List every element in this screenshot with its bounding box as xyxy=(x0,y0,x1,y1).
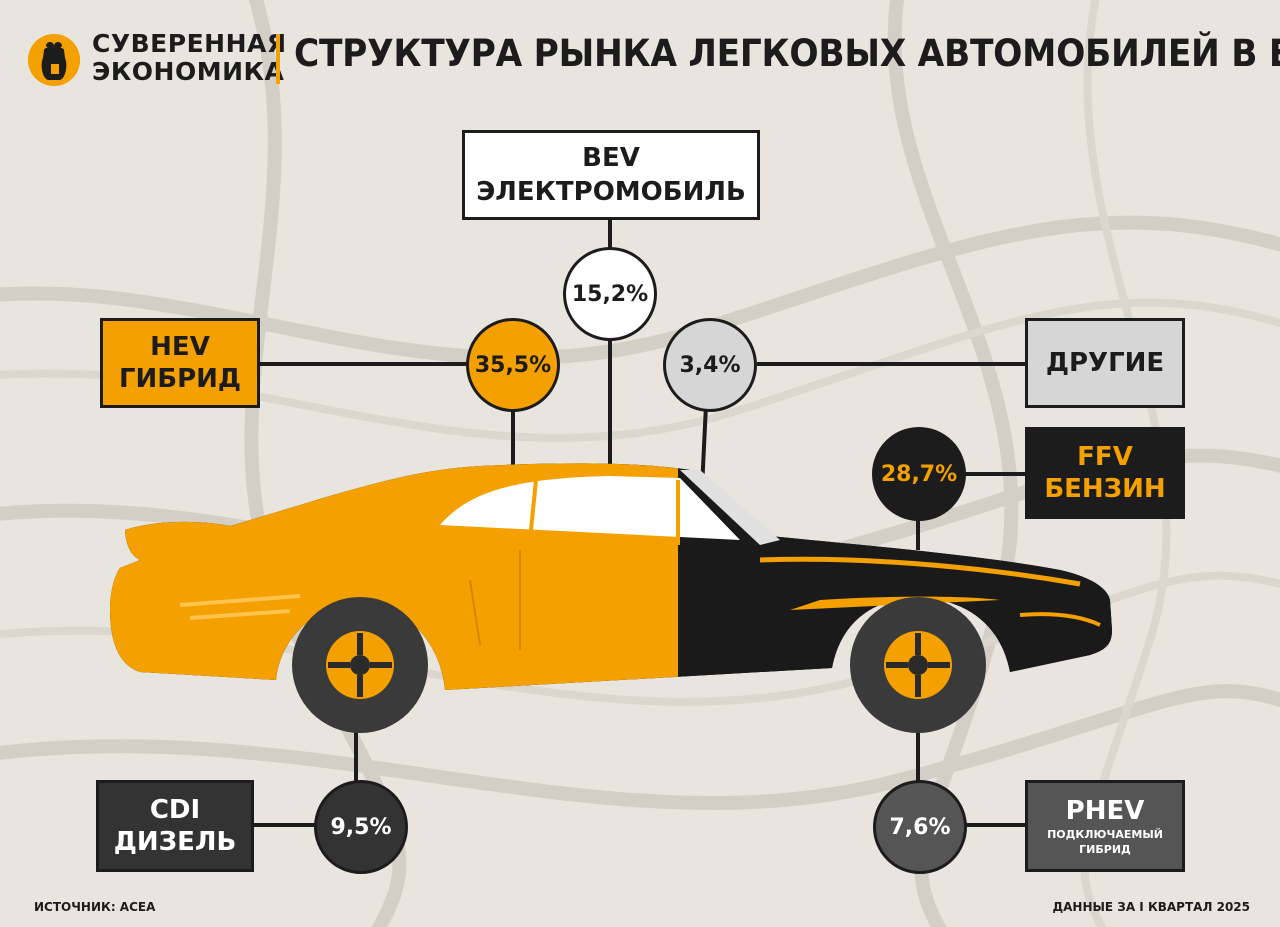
cdi-name: ДИЗЕЛЬ xyxy=(113,827,237,857)
header-divider xyxy=(276,34,280,84)
cdi-code: CDI xyxy=(149,795,201,825)
ffv-value-circle: 28,7% xyxy=(872,427,966,521)
phev-label-box: PHEV ПОДКЛЮЧАЕМЫЙ ГИБРИД xyxy=(1025,780,1185,872)
rear-wheel xyxy=(292,597,428,733)
page-title: СТРУКТУРА РЫНКА ЛЕГКОВЫХ АВТОМОБИЛЕЙ В Е… xyxy=(294,32,1280,75)
cdi-value-circle: 9,5% xyxy=(314,780,408,874)
phev-code: PHEV xyxy=(1065,796,1145,826)
period-note: ДАННЫЕ ЗА I КВАРТАЛ 2025 xyxy=(1052,900,1250,914)
logo-line2: ЭКОНОМИКА xyxy=(92,57,285,86)
ffv-code: FFV xyxy=(1077,442,1133,472)
ffv-name: БЕНЗИН xyxy=(1044,474,1166,504)
bev-code: BEV xyxy=(582,143,640,173)
hev-label-box: HEV ГИБРИД xyxy=(100,318,260,408)
cdi-label-box: CDI ДИЗЕЛЬ xyxy=(96,780,254,872)
source-note: ИСТОЧНИК: ACEA xyxy=(34,900,156,914)
bear-logo-icon xyxy=(28,34,80,86)
front-wheel xyxy=(850,597,986,733)
ffv-label-box: FFV БЕНЗИН xyxy=(1025,427,1185,519)
header: СУВЕРЕННАЯ ЭКОНОМИКА СТРУКТУРА РЫНКА ЛЕГ… xyxy=(0,0,1280,110)
other-value-circle: 3,4% xyxy=(663,318,757,412)
bev-name: ЭЛЕКТРОМОБИЛЬ xyxy=(476,177,746,207)
logo-line1: СУВЕРЕННАЯ xyxy=(92,29,287,58)
logo-text: СУВЕРЕННАЯ ЭКОНОМИКА xyxy=(92,30,287,86)
phev-name-line1: ПОДКЛЮЧАЕМЫЙ xyxy=(1047,828,1163,841)
other-name: ДРУГИЕ xyxy=(1045,348,1165,378)
other-label-box: ДРУГИЕ xyxy=(1025,318,1185,408)
hev-value-circle: 35,5% xyxy=(466,318,560,412)
phev-name-line2: ГИБРИД xyxy=(1079,843,1131,856)
hev-code: HEV xyxy=(150,332,210,362)
phev-value-circle: 7,6% xyxy=(873,780,967,874)
hev-name: ГИБРИД xyxy=(118,364,242,394)
bev-value-circle: 15,2% xyxy=(563,247,657,341)
bev-label-box: BEV ЭЛЕКТРОМОБИЛЬ xyxy=(462,130,760,220)
